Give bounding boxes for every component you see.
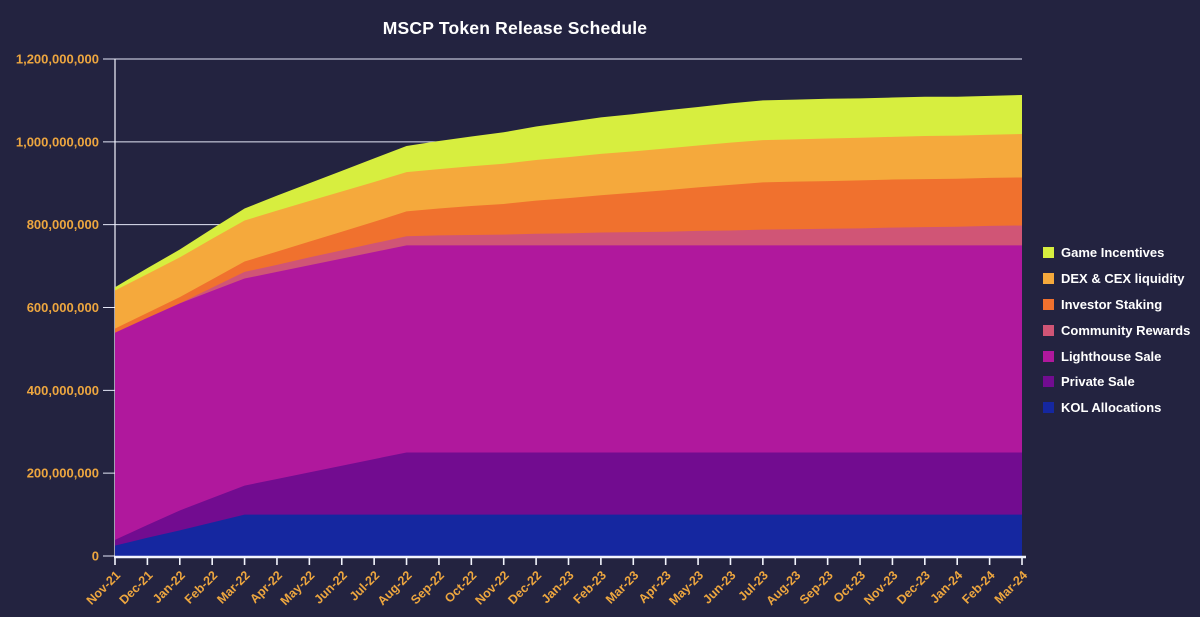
svg-text:Dec-22: Dec-22 — [505, 568, 544, 607]
svg-text:Nov-21: Nov-21 — [84, 568, 123, 607]
svg-text:Aug-22: Aug-22 — [375, 568, 415, 608]
legend-swatch-game-incentives — [1043, 247, 1054, 259]
svg-text:Dec-21: Dec-21 — [117, 568, 156, 607]
svg-text:400,000,000: 400,000,000 — [27, 383, 99, 398]
svg-text:Jun-22: Jun-22 — [311, 568, 349, 606]
svg-text:Aug-23: Aug-23 — [764, 568, 804, 608]
legend-swatch-community-rewards — [1043, 324, 1054, 336]
legend-item-dex-cex-liquidity: DEX & CEX liquidity — [1043, 266, 1190, 292]
legend-label: Lighthouse Sale — [1061, 348, 1162, 364]
chart-legend: Game Incentives DEX & CEX liquidity Invest… — [1043, 240, 1190, 421]
y-axis-labels: 0 200,000,000 400,000,000 600,000,000 800,00… — [16, 52, 99, 564]
legend-label: KOL Allocations — [1061, 400, 1162, 416]
legend-swatch-lighthouse-sale — [1043, 350, 1054, 362]
svg-text:May-22: May-22 — [278, 568, 318, 608]
area-series — [115, 95, 1022, 556]
legend-item-community-rewards: Community Rewards — [1043, 317, 1190, 343]
legend-item-lighthouse-sale: Lighthouse Sale — [1043, 343, 1190, 369]
legend-swatch-dex-cex-liquidity — [1043, 273, 1054, 285]
svg-text:Sep-23: Sep-23 — [797, 568, 836, 607]
svg-text:200,000,000: 200,000,000 — [27, 466, 99, 481]
svg-text:Feb-24: Feb-24 — [959, 568, 997, 606]
legend-swatch-kol-allocations — [1043, 402, 1054, 414]
legend-item-game-incentives: Game Incentives — [1043, 240, 1190, 266]
svg-text:Nov-22: Nov-22 — [472, 568, 511, 607]
svg-text:Jan-23: Jan-23 — [539, 568, 577, 606]
chart-title: MSCP Token Release Schedule — [382, 18, 648, 38]
x-axis-ticks — [114, 558, 1023, 565]
svg-text:0: 0 — [92, 549, 99, 564]
svg-text:Dec-23: Dec-23 — [894, 568, 933, 607]
legend-swatch-investor-staking — [1043, 298, 1054, 310]
legend-item-private-sale: Private Sale — [1043, 369, 1190, 395]
svg-text:1,200,000,000: 1,200,000,000 — [16, 52, 99, 67]
legend-label: DEX & CEX liquidity — [1061, 271, 1185, 287]
x-axis-labels: Nov-21Dec-21Jan-22Feb-22Mar-22Apr-22May-… — [84, 568, 1030, 608]
legend-label: Community Rewards — [1061, 322, 1191, 338]
area-kol-allocations — [115, 514, 1022, 556]
legend-item-investor-staking: Investor Staking — [1043, 292, 1190, 318]
svg-text:Mar-22: Mar-22 — [214, 568, 252, 606]
svg-text:Sep-22: Sep-22 — [408, 568, 447, 607]
legend-label: Game Incentives — [1061, 245, 1165, 261]
svg-text:Feb-23: Feb-23 — [571, 568, 609, 606]
svg-text:Jan-22: Jan-22 — [150, 568, 188, 606]
svg-text:1,000,000,000: 1,000,000,000 — [16, 134, 99, 149]
legend-swatch-private-sale — [1043, 376, 1054, 388]
svg-text:Jun-23: Jun-23 — [700, 568, 738, 606]
legend-label: Private Sale — [1061, 374, 1135, 390]
svg-text:May-23: May-23 — [666, 568, 706, 608]
svg-text:600,000,000: 600,000,000 — [27, 300, 99, 315]
legend-item-kol-allocations: KOL Allocations — [1043, 395, 1190, 421]
svg-text:Jan-24: Jan-24 — [927, 568, 965, 606]
svg-text:Mar-23: Mar-23 — [603, 568, 641, 606]
legend-label: Investor Staking — [1061, 296, 1163, 312]
svg-text:Nov-23: Nov-23 — [861, 568, 900, 607]
svg-text:800,000,000: 800,000,000 — [27, 217, 99, 232]
svg-text:Feb-22: Feb-22 — [182, 568, 220, 606]
svg-text:Mar-24: Mar-24 — [992, 568, 1030, 606]
